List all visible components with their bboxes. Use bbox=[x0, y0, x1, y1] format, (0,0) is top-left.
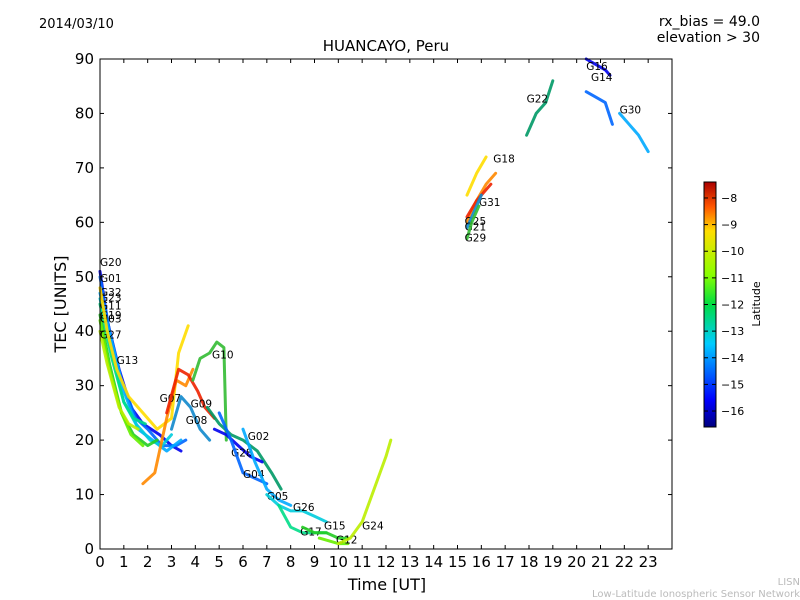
series-trace-g08 bbox=[170, 395, 212, 442]
x-axis-label: Time [UT] bbox=[347, 575, 426, 594]
colorbar-tick-label: −12 bbox=[721, 299, 744, 312]
x-tick-label: 1 bbox=[119, 553, 129, 571]
y-tick-label: 10 bbox=[75, 486, 94, 504]
series-trace-g04 bbox=[217, 411, 269, 486]
x-tick-label: 0 bbox=[95, 553, 105, 571]
series-label-g32: G32 bbox=[100, 287, 122, 299]
x-tick-label: 16 bbox=[472, 553, 491, 571]
x-tick-label: 5 bbox=[214, 553, 224, 571]
colorbar-tick-label: −10 bbox=[721, 245, 744, 258]
colorbar-tick-label: −8 bbox=[721, 192, 737, 205]
series-trace-g21 bbox=[465, 193, 483, 230]
plot-frame bbox=[99, 58, 673, 550]
series-label-g29: G29 bbox=[465, 232, 487, 244]
rx-bias-label: rx_bias = 49.0 bbox=[658, 14, 760, 30]
series-trace-g30 bbox=[618, 111, 650, 154]
x-tick-label: 11 bbox=[353, 553, 372, 571]
series-label-g20: G20 bbox=[100, 257, 122, 269]
series-label-g11: G11 bbox=[100, 300, 122, 312]
series-label-g10: G10 bbox=[212, 349, 234, 361]
colorbar-tick-label: −14 bbox=[721, 352, 744, 365]
colorbar-tick-label: −16 bbox=[721, 405, 744, 418]
y-tick-label: 50 bbox=[75, 268, 94, 286]
elevation-label: elevation > 30 bbox=[656, 30, 760, 46]
y-tick-label: 20 bbox=[75, 431, 94, 449]
x-tick-label: 2 bbox=[143, 553, 153, 571]
series-trace-g10 bbox=[191, 340, 228, 442]
y-tick-label: 80 bbox=[75, 104, 94, 122]
colorbar-tick-label: −15 bbox=[721, 378, 744, 391]
y-tick-label: 30 bbox=[75, 377, 94, 395]
series-label-g23: G23 bbox=[100, 292, 122, 304]
series-label-g24: G24 bbox=[362, 520, 384, 532]
series-label-g08: G08 bbox=[186, 415, 208, 427]
y-axis-label: TEC [UNITS] bbox=[51, 256, 70, 354]
lisn-credit: LISN bbox=[777, 577, 800, 588]
x-tick-label: 19 bbox=[543, 553, 562, 571]
chart-title: HUANCAYO, Peru bbox=[322, 37, 450, 55]
series-label-g13: G13 bbox=[117, 355, 139, 367]
x-tick-label: 12 bbox=[376, 553, 395, 571]
series-trace-g24 bbox=[336, 438, 393, 546]
series-trace-g26 bbox=[265, 493, 328, 524]
series-trace-g02 bbox=[205, 405, 283, 491]
series-trace-g15 bbox=[301, 525, 350, 540]
series-trace-g29 bbox=[465, 204, 481, 241]
network-credit: Low-Latitude Ionospheric Sensor Network bbox=[592, 589, 800, 600]
series-trace-g27 bbox=[98, 329, 140, 431]
x-tick-label: 8 bbox=[286, 553, 296, 571]
x-tick-label: 14 bbox=[424, 553, 443, 571]
y-tick-label: 40 bbox=[75, 322, 94, 340]
x-tick-label: 23 bbox=[639, 553, 658, 571]
colorbar-label: Latitude bbox=[750, 281, 763, 327]
series-trace-g05 bbox=[241, 427, 293, 507]
x-tick-label: 18 bbox=[519, 553, 538, 571]
x-tick-label: 10 bbox=[329, 553, 348, 571]
colorbar-tick-label: −13 bbox=[721, 325, 744, 338]
series-label-g27: G27 bbox=[100, 329, 122, 341]
y-tick-label: 0 bbox=[84, 540, 94, 558]
x-tick-label: 9 bbox=[310, 553, 320, 571]
date-label: 2014/03/10 bbox=[39, 17, 114, 32]
series-label-g15: G15 bbox=[324, 520, 346, 532]
x-tick-label: 6 bbox=[238, 553, 248, 571]
series-trace-g14 bbox=[584, 90, 614, 126]
series-label-g26: G26 bbox=[293, 502, 315, 514]
series-trace-g22 bbox=[525, 79, 555, 137]
x-tick-label: 22 bbox=[615, 553, 634, 571]
series-label-g31: G31 bbox=[479, 197, 501, 209]
x-tick-label: 3 bbox=[167, 553, 177, 571]
colorbar-tick-label: −9 bbox=[721, 219, 737, 232]
x-tick-label: 21 bbox=[591, 553, 610, 571]
y-tick-label: 90 bbox=[75, 50, 94, 68]
x-tick-label: 20 bbox=[567, 553, 586, 571]
series-label-g30: G30 bbox=[620, 104, 642, 116]
y-tick-label: 70 bbox=[75, 159, 94, 177]
series-label-g01: G01 bbox=[100, 273, 122, 285]
x-tick-label: 17 bbox=[496, 553, 515, 571]
y-tick-label: 60 bbox=[75, 213, 94, 231]
series-label-g14: G14 bbox=[591, 72, 613, 84]
series-trace-g12 bbox=[317, 536, 350, 546]
series-label-g18: G18 bbox=[493, 153, 515, 165]
series-label-g22: G22 bbox=[527, 94, 549, 106]
x-tick-label: 7 bbox=[262, 553, 272, 571]
colorbar-tick-label: −11 bbox=[721, 272, 744, 285]
x-tick-label: 4 bbox=[191, 553, 201, 571]
x-tick-label: 15 bbox=[448, 553, 467, 571]
series-trace-g09 bbox=[165, 367, 216, 420]
series-trace-g16 bbox=[584, 57, 612, 77]
x-tick-label: 13 bbox=[400, 553, 419, 571]
series-label-g16: G16 bbox=[586, 61, 608, 73]
series-trace-g18 bbox=[465, 155, 488, 197]
series-label-g02: G02 bbox=[248, 431, 270, 443]
